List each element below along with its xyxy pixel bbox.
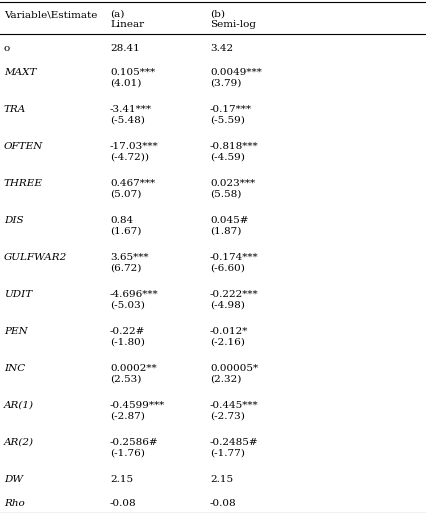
- Text: DIS: DIS: [4, 216, 23, 225]
- Text: -0.22#: -0.22#: [110, 327, 145, 336]
- Text: -17.03***: -17.03***: [110, 142, 158, 151]
- Text: (-4.72)): (-4.72)): [110, 153, 149, 162]
- Text: 2.15: 2.15: [110, 475, 133, 484]
- Text: (3.79): (3.79): [210, 79, 242, 88]
- Text: -0.222***: -0.222***: [210, 290, 259, 299]
- Text: Variable\Estimate: Variable\Estimate: [4, 10, 98, 19]
- Text: (5.07): (5.07): [110, 190, 141, 199]
- Text: (4.01): (4.01): [110, 79, 141, 88]
- Text: 2.15: 2.15: [210, 475, 233, 484]
- Text: 28.41: 28.41: [110, 44, 140, 53]
- Text: -0.012*: -0.012*: [210, 327, 248, 336]
- Text: 0.023***: 0.023***: [210, 179, 255, 188]
- Text: (5.58): (5.58): [210, 190, 242, 199]
- Text: OFTEN: OFTEN: [4, 142, 43, 151]
- Text: -0.2586#: -0.2586#: [110, 438, 158, 447]
- Text: -0.445***: -0.445***: [210, 401, 259, 410]
- Text: (-1.76): (-1.76): [110, 449, 145, 458]
- Text: 0.0049***: 0.0049***: [210, 68, 262, 77]
- Text: 0.105***: 0.105***: [110, 68, 155, 77]
- Text: MAXT: MAXT: [4, 68, 36, 77]
- Text: (-5.48): (-5.48): [110, 116, 145, 125]
- Text: AR(1): AR(1): [4, 401, 34, 410]
- Text: (-5.59): (-5.59): [210, 116, 245, 125]
- Text: -0.2485#: -0.2485#: [210, 438, 259, 447]
- Text: (-1.77): (-1.77): [210, 449, 245, 458]
- Text: 0.84: 0.84: [110, 216, 133, 225]
- Text: -0.174***: -0.174***: [210, 253, 259, 262]
- Text: 0.467***: 0.467***: [110, 179, 155, 188]
- Text: 0.0002**: 0.0002**: [110, 364, 157, 373]
- Text: -0.4599***: -0.4599***: [110, 401, 165, 410]
- Text: -0.818***: -0.818***: [210, 142, 259, 151]
- Text: (b): (b): [210, 10, 225, 19]
- Text: (-6.60): (-6.60): [210, 264, 245, 273]
- Text: -4.696***: -4.696***: [110, 290, 158, 299]
- Text: DW: DW: [4, 475, 23, 484]
- Text: -0.08: -0.08: [210, 499, 236, 508]
- Text: Linear: Linear: [110, 20, 144, 29]
- Text: (2.53): (2.53): [110, 375, 141, 384]
- Text: (1.87): (1.87): [210, 227, 242, 236]
- Text: 0.00005*: 0.00005*: [210, 364, 258, 373]
- Text: 3.65***: 3.65***: [110, 253, 149, 262]
- Text: -3.41***: -3.41***: [110, 105, 152, 114]
- Text: AR(2): AR(2): [4, 438, 34, 447]
- Text: THREE: THREE: [4, 179, 43, 188]
- Text: (1.67): (1.67): [110, 227, 141, 236]
- Text: UDIT: UDIT: [4, 290, 32, 299]
- Text: (6.72): (6.72): [110, 264, 141, 273]
- Text: GULFWAR2: GULFWAR2: [4, 253, 67, 262]
- Text: 0.045#: 0.045#: [210, 216, 248, 225]
- Text: (-2.87): (-2.87): [110, 412, 145, 421]
- Text: (-5.03): (-5.03): [110, 301, 145, 310]
- Text: -0.17***: -0.17***: [210, 105, 252, 114]
- Text: (-1.80): (-1.80): [110, 338, 145, 347]
- Text: (-2.16): (-2.16): [210, 338, 245, 347]
- Text: Rho: Rho: [4, 499, 25, 508]
- Text: (-4.98): (-4.98): [210, 301, 245, 310]
- Text: (-4.59): (-4.59): [210, 153, 245, 162]
- Text: -0.08: -0.08: [110, 499, 137, 508]
- Text: PEN: PEN: [4, 327, 28, 336]
- Text: INC: INC: [4, 364, 25, 373]
- Text: Semi-log: Semi-log: [210, 20, 256, 29]
- Text: (2.32): (2.32): [210, 375, 242, 384]
- Text: 3.42: 3.42: [210, 44, 233, 53]
- Text: TRA: TRA: [4, 105, 26, 114]
- Text: (a): (a): [110, 10, 124, 19]
- Text: (-2.73): (-2.73): [210, 412, 245, 421]
- Text: o: o: [4, 44, 10, 53]
